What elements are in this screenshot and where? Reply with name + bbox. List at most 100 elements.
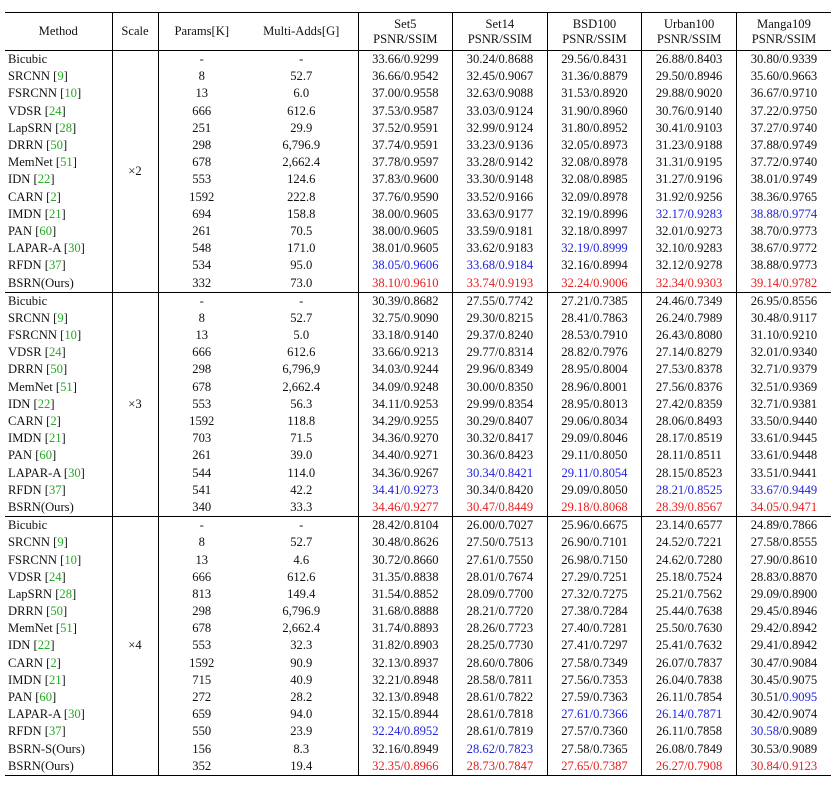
scale-header: Scale: [112, 12, 159, 51]
method-cell: SRCNN [9]: [5, 68, 113, 86]
scale-cell: ×2: [112, 50, 159, 293]
citation-ref: 21: [48, 672, 62, 687]
header-row: Method Scale Params[K] Multi-Adds[G] Set…: [5, 12, 831, 51]
metric-cell: 32.75/0.9090: [358, 309, 454, 327]
metric-cell: 32.16/0.8994: [547, 257, 643, 275]
metric-value: 28.61/0.7819: [466, 724, 534, 739]
metric-cell: 31.74/0.8893: [358, 620, 454, 638]
metric-cell: 38.01/0.9605: [358, 240, 454, 258]
multiadds-cell: -: [245, 50, 359, 69]
params-cell: 553: [192, 638, 212, 653]
metric-value: 24.62/0.7280: [655, 552, 723, 567]
params-cell: 813: [192, 586, 212, 601]
multiadds-cell: 73.0: [245, 274, 359, 293]
metric-cell: 30.29/0.8407: [452, 412, 548, 431]
params-cell: 156: [192, 741, 212, 756]
metric-value: 24.89/0.7866: [750, 518, 818, 533]
metric-cell: 29.41/0.8942: [736, 637, 831, 654]
table-row: PAN [60] 272 28.2 32.13/0.8948 28.61/0.7822 2…: [5, 688, 831, 707]
table-row: IMDN [21] 694 158.8 38.00/0.9605 33.63/0.917…: [5, 205, 831, 223]
metric-value: 29.45/0.8946: [750, 604, 818, 619]
metric-value: 30.47/0.9084: [750, 655, 818, 670]
method-name: FSRCNN: [8, 552, 57, 567]
metric-cell: 24.62/0.7280: [641, 551, 737, 569]
metric-cell: 31.92/0.9256: [641, 188, 737, 206]
metric-value: 30.47/0.8449: [466, 499, 534, 514]
metric-cell: 27.40/0.7281: [547, 620, 643, 638]
metric-cell: 28.25/0.7730: [452, 637, 548, 655]
multiadds-cell: 612.6: [245, 568, 359, 586]
metric-cell: 34.46/0.9277: [358, 498, 454, 517]
table-row: DRRN [50] 298 6,796.9 37.74/0.9591 33.23/0.9…: [5, 136, 831, 155]
metric-cell: 29.42/0.8942: [736, 620, 831, 637]
metric-cell: 26.98/0.7150: [547, 551, 643, 569]
table-row: CARN [2] 1592 90.9 32.13/0.8937 28.60/0.7806…: [5, 654, 831, 672]
metric-value: 34.40/0.9271: [372, 448, 439, 463]
metric-value: 33.28/0.9142: [466, 155, 534, 170]
citation-ref: 2: [50, 655, 57, 670]
metric-value: 27.55/0.7742: [466, 293, 534, 308]
citation-ref: 30: [68, 465, 81, 480]
citation-ref: 2: [50, 189, 57, 204]
citation-ref: 9: [57, 69, 64, 84]
metric-value: 28.09/0.7700: [466, 586, 534, 601]
metric-cell: 26.88/0.8403: [641, 50, 737, 69]
method-name: LapSRN: [8, 586, 53, 601]
method-cell: BSRN(Ours): [5, 498, 113, 517]
method-cell: VDSR [24]: [5, 102, 113, 120]
metric-cell: 26.43/0.8080: [641, 327, 737, 345]
metric-cell: 33.50/0.9440: [736, 413, 831, 430]
metric-value: 37.76/0.9590: [372, 189, 439, 204]
multiadds-cell: 70.5: [245, 222, 359, 241]
metric-cell: 28.21/0.7720: [452, 603, 548, 621]
metric-cell: 26.95/0.8556: [736, 292, 831, 310]
method-cell: BSRN-S(Ours): [5, 740, 113, 758]
metric-value: 32.13/0.8948: [372, 690, 439, 705]
metric-cell: 28.41/0.7863: [547, 309, 643, 327]
metric-value: 38.00/0.9605: [372, 223, 439, 238]
params-cell: 332: [192, 275, 212, 290]
method-cell: MemNet [51]: [5, 620, 113, 638]
metric-cell: 30.48/0.9117: [736, 310, 831, 327]
metric-cell: 30.39/0.8682: [358, 292, 454, 310]
metric-value: 30.24/0.8688: [466, 52, 534, 67]
metric-cell: 28.95/0.8004: [547, 361, 643, 379]
method-name: PAN: [8, 690, 33, 705]
multiadds-cell: 2,662.4: [245, 620, 359, 638]
method-cell: LapSRN [28]: [5, 585, 113, 603]
multiadds-cell: 95.0: [245, 257, 359, 275]
multiadds-cell: 4.6: [245, 551, 359, 569]
metric-cell: 33.68/0.9184: [452, 257, 548, 275]
metric-cell: 29.50/0.8946: [641, 68, 737, 86]
multiadds-cell: 8.3: [245, 740, 359, 758]
metric-cell: 29.11/0.8050: [547, 447, 643, 465]
metric-value: 38.01/0.9605: [372, 241, 439, 256]
metric-cell: 34.05/0.9471: [736, 499, 831, 517]
metric-cell: 36.66/0.9542: [358, 68, 454, 86]
multiadds-cell: 94.0: [245, 706, 359, 724]
metric-value: 28.21/0.7720: [466, 604, 534, 619]
multiadds-cell: -: [245, 516, 359, 535]
table-row: SRCNN [9] 8 52.7 36.66/0.9542 32.45/0.9067 31…: [5, 68, 831, 86]
metric-cell: 32.01/0.9340: [736, 344, 831, 361]
metric-cell: 28.61/0.7822: [452, 688, 548, 707]
results-table: Method Scale Params[K] Multi-Adds[G] Set…: [5, 12, 831, 776]
metric-cell: 27.21/0.7385: [547, 292, 643, 310]
metric-value: 34.46/0.9277: [372, 499, 439, 514]
table-row: IDN [22] 553 56.3 34.11/0.9253 29.99/0.8354 2…: [5, 395, 831, 413]
metric-cell: 27.90/0.8610: [736, 551, 831, 568]
params-cell: 541: [192, 482, 212, 497]
metric-cell: 39.14/0.9782: [736, 274, 831, 292]
metric-value: 26.07/0.7837: [655, 655, 723, 670]
metric-cell: 28.26/0.7723: [452, 620, 548, 638]
metric-value: 32.24/0.9006: [561, 275, 628, 290]
params-cell: 550: [192, 724, 212, 739]
params-cell: 553: [192, 396, 212, 411]
metric-cell: 25.96/0.6675: [547, 516, 643, 535]
metric-value: 27.42/0.8359: [655, 396, 723, 411]
metric-cell: 30.42/0.9074: [736, 706, 831, 723]
metric-cell: 28.06/0.8493: [641, 412, 737, 431]
metric-value: 27.32/0.7275: [561, 586, 628, 601]
metric-value: 29.09/0.8046: [561, 431, 628, 446]
metric-cell: 30.24/0.8688: [452, 50, 548, 69]
